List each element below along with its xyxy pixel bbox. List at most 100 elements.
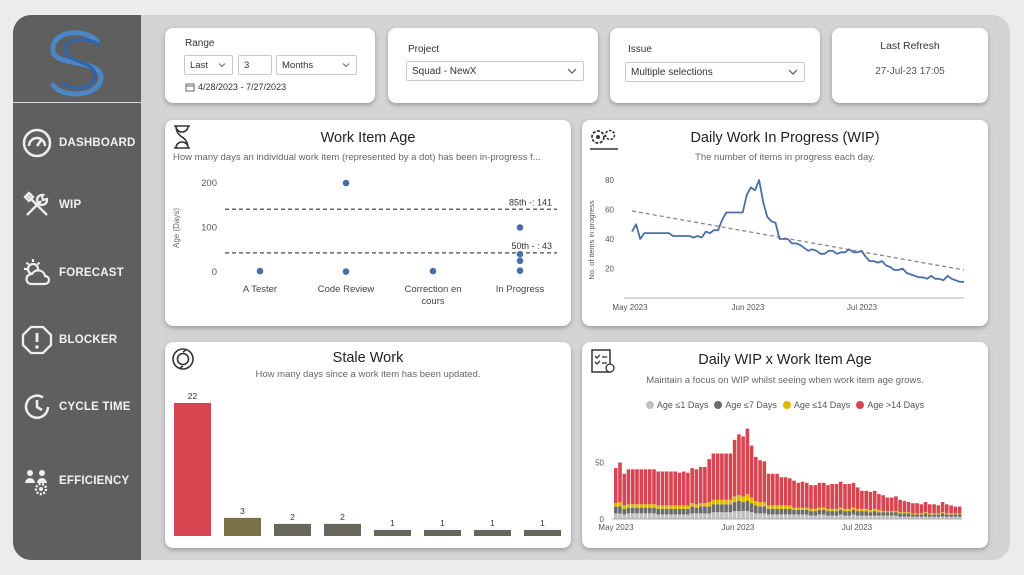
chevron-down-icon (218, 63, 226, 68)
stacked-bar-segment (622, 508, 627, 515)
stacked-bar-segment (762, 502, 767, 507)
stacked-bar-segment (940, 512, 945, 514)
stacked-bar-segment (728, 499, 733, 505)
project-filter-card: Project Squad - NewX (388, 28, 598, 103)
stacked-bar-segment (758, 502, 762, 507)
stacked-bar-segment (928, 516, 932, 519)
stacked-bar-segment (732, 511, 737, 519)
project-select[interactable]: Squad - NewX (406, 61, 584, 81)
stacked-bar-segment (703, 467, 707, 504)
stacked-bar-segment (805, 510, 809, 515)
stacked-bar-segment (715, 504, 720, 513)
stacked-bar-segment (919, 513, 924, 515)
stacked-bar-segment (614, 503, 618, 507)
stacked-bar-segment (643, 507, 648, 514)
stacked-bar-segment (660, 514, 665, 519)
stacked-bar-segment (889, 515, 894, 519)
stacked-bar-segment (664, 471, 669, 506)
last-refresh-value: 27-Jul-23 17:05 (875, 66, 945, 77)
stacked-bar-segment (953, 506, 958, 514)
stacked-bar-segment (957, 514, 962, 517)
y-tick-label: 20 (605, 265, 614, 274)
issue-select[interactable]: Multiple selections (625, 62, 805, 82)
stacked-bar-segment (711, 453, 716, 500)
stacked-bar-segment (635, 469, 639, 505)
stacked-bar-segment (745, 428, 750, 495)
data-point (516, 257, 524, 265)
stacked-bar-segment (957, 506, 962, 514)
issue-value: Multiple selections (631, 66, 713, 78)
y-tick-label: 0 (600, 515, 605, 524)
stacked-bar-segment (915, 516, 919, 519)
stacked-bar-segment (749, 503, 754, 513)
stale-work-card: Stale Work How many days since a work it… (165, 342, 571, 548)
stacked-bar-segment (940, 502, 945, 513)
stacked-bar-segment (686, 505, 690, 509)
stacked-bar-segment (681, 508, 686, 515)
y-tick-label: 80 (605, 176, 614, 185)
stacked-bar-segment (694, 507, 699, 514)
stale-bar (374, 529, 411, 536)
stacked-bar-segment (648, 507, 652, 514)
stacked-bar-segment (677, 505, 682, 509)
sync-icon (172, 348, 194, 370)
stacked-bar-segment (915, 503, 919, 514)
wip-age-card: Daily WIP x Work Item Age Maintain a foc… (582, 342, 988, 548)
stacked-bar-segment (639, 513, 644, 519)
sidebar-item-blocker[interactable]: BLOCKER (21, 320, 145, 360)
stacked-bar-segment (953, 516, 958, 519)
clock-icon (24, 394, 50, 419)
stacked-bar-segment (766, 505, 771, 509)
stacked-bar-segment (694, 469, 699, 505)
stacked-bar-segment (919, 514, 924, 517)
sidebar-item-cycle-time[interactable]: CYCLE TIME (21, 387, 145, 427)
chevron-down-icon (567, 68, 577, 74)
stacked-bar-segment (940, 516, 945, 519)
stacked-bar-segment (703, 503, 707, 507)
stacked-bar-segment (906, 513, 911, 517)
stacked-bar-segment (614, 513, 618, 519)
x-tick-label: Jun 2023 (732, 303, 765, 312)
stacked-bar-segment (622, 505, 627, 509)
x-tick-label: Jul 2023 (847, 303, 878, 312)
sidebar-item-dashboard[interactable]: DASHBOARD (21, 123, 145, 163)
sidebar-item-forecast[interactable]: FORECAST (21, 253, 145, 293)
sidebar: DASHBOARD WIP FORECAST BLOCKER CYCLE TIM… (13, 15, 141, 560)
stacked-bar-segment (928, 513, 932, 515)
stacked-bar-segment (758, 513, 762, 519)
sidebar-item-wip[interactable]: WIP (21, 185, 145, 225)
stacked-bar-segment (928, 504, 932, 514)
stacked-bar-segment (919, 516, 924, 519)
stacked-bar-segment (838, 481, 843, 508)
stacked-bar-segment (881, 512, 885, 516)
sidebar-item-efficiency[interactable]: EFFICIENCY (21, 461, 145, 501)
stacked-bar-segment (860, 490, 864, 509)
stacked-bar-segment (669, 508, 673, 515)
stacked-bar-segment (805, 507, 809, 510)
range-count-input[interactable]: 3 (238, 55, 272, 75)
range-mode-value: Last (190, 59, 208, 71)
stacked-bar-segment (754, 456, 758, 501)
sidebar-item-label: BLOCKER (59, 334, 118, 346)
data-point (516, 224, 524, 231)
stacked-bar-segment (949, 516, 953, 519)
stacked-bar-segment (745, 511, 750, 519)
stacked-bar-segment (707, 459, 711, 502)
stacked-bar-segment (817, 510, 822, 515)
stacked-bar-segment (618, 506, 622, 514)
stacked-bar-segment (771, 505, 775, 509)
range-mode-select[interactable]: Last (184, 55, 233, 75)
stacked-bar-segment (728, 512, 733, 519)
range-unit-select[interactable]: Months (276, 55, 357, 75)
stacked-bar-segment (860, 515, 864, 519)
stacked-bar-segment (732, 439, 737, 497)
stacked-bar-segment (732, 502, 737, 512)
stacked-bar-segment (698, 467, 703, 504)
stacked-bar-segment (851, 482, 856, 508)
bar-value-label: 2 (340, 512, 345, 522)
stacked-bar-segment (698, 513, 703, 519)
stacked-bar-segment (660, 508, 665, 515)
stacked-bar-segment (669, 505, 673, 509)
legend-item: Age ≤1 Days (645, 400, 709, 410)
legend-label: Age ≤1 Days (656, 400, 709, 410)
